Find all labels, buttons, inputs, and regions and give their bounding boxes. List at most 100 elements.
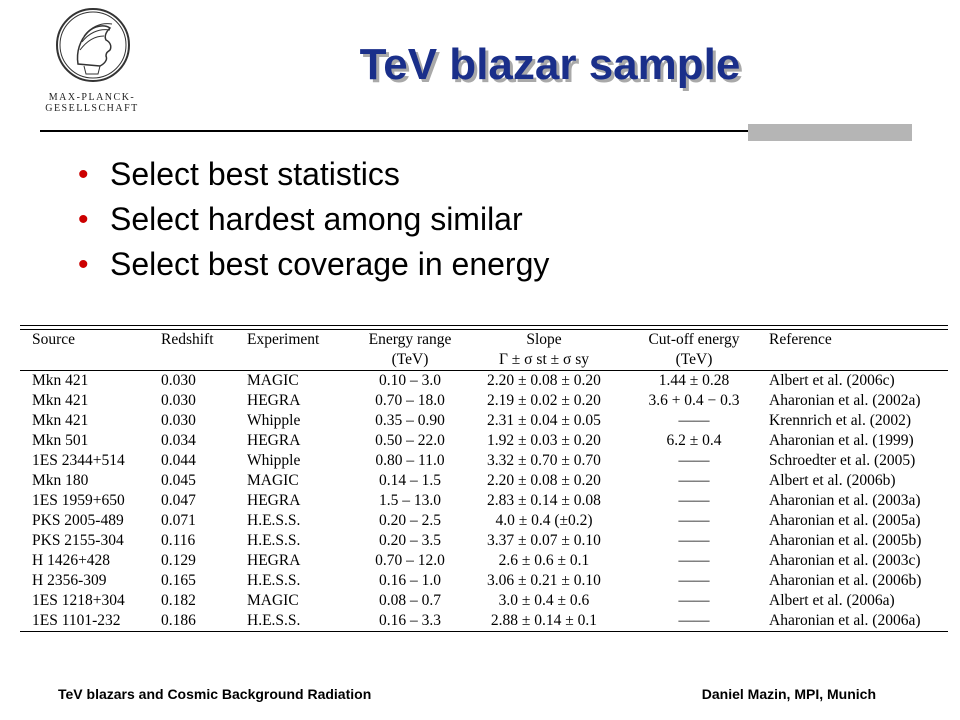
energy-range-cell: 0.16 – 3.3: [351, 611, 469, 632]
column-subheader: Γ ± σ st ± σ sy: [469, 350, 619, 371]
column-header: Slope: [526, 331, 562, 348]
source-cell: H 2356-309: [32, 572, 107, 589]
page-title: TeV blazar sample: [359, 40, 741, 89]
cutoff-cell: ——: [678, 532, 710, 549]
title-rule-accent: [748, 124, 912, 141]
reference-cell: Albert et al. (2006a): [769, 592, 895, 609]
slope-cell: 2.6 ± 0.6 ± 0.1: [498, 552, 590, 569]
column-header: Redshift: [161, 331, 214, 348]
energy-range-cell: 0.20 – 2.5: [379, 512, 441, 529]
energy-range-cell: 0.50 – 22.0: [375, 432, 445, 449]
table-row: H 2356-309 0.165 H.E.S.S. 0.16 – 1.0 3.06 ± …: [20, 571, 948, 591]
footer-talk-title: TeV blazars and Cosmic Background Radiat…: [58, 686, 372, 702]
experiment-cell: HEGRA: [247, 492, 301, 509]
experiment-cell: Whipple: [247, 412, 301, 429]
cutoff-cell: 6.2 ± 0.4: [666, 432, 722, 449]
reference-cell: Albert et al. (2006b): [769, 472, 896, 489]
cutoff-cell: ——: [678, 512, 710, 529]
table-row: Mkn 421 0.030 HEGRA 0.70 – 18.0 2.19 ± 0.02 …: [20, 391, 948, 411]
bullet-text: Select best coverage in energy: [110, 246, 550, 282]
experiment-cell: MAGIC: [247, 372, 299, 389]
reference-cell: Aharonian et al. (2003c): [769, 552, 921, 569]
table-row: Mkn 180 0.045 MAGIC 0.14 – 1.5 2.20 ± 0.08 ±…: [20, 471, 948, 491]
slope-cell: 2.20 ± 0.08 ± 0.20: [487, 472, 601, 489]
table-top-rule-2: [20, 329, 948, 330]
slope-cell: 3.32 ± 0.70 ± 0.70: [487, 452, 601, 469]
source-cell: Mkn 421: [32, 412, 89, 429]
cutoff-cell: ——: [678, 572, 710, 589]
slope-cell: 2.31 ± 0.04 ± 0.05: [487, 412, 601, 429]
source-cell: PKS 2005-489: [32, 512, 124, 529]
table-header-row: Source Redshift Experiment Energy range …: [20, 330, 948, 350]
cutoff-cell: 1.44 ± 0.28: [658, 372, 730, 389]
energy-range-cell: 0.10 – 3.0: [379, 372, 441, 389]
cutoff-cell: 3.6 + 0.4 − 0.3: [648, 392, 740, 409]
energy-range-cell: 0.08 – 0.7: [379, 592, 441, 609]
title-rule: [40, 130, 912, 132]
source-cell: 1ES 1959+650: [32, 492, 125, 509]
table-body: Mkn 421 0.030 MAGIC 0.10 – 3.0 2.20 ± 0.08 ±…: [20, 371, 948, 632]
bullet-item: • Select hardest among similar: [78, 197, 549, 242]
bullet-item: • Select best statistics: [78, 152, 549, 197]
energy-range-cell: 0.16 – 1.0: [379, 572, 441, 589]
redshift-cell: 0.030: [161, 412, 196, 429]
source-cell: Mkn 501: [32, 432, 89, 449]
redshift-cell: 0.047: [161, 492, 196, 509]
source-cell: Mkn 421: [32, 392, 89, 409]
table-row: PKS 2155-304 0.116 H.E.S.S. 0.20 – 3.5 3.37 …: [20, 531, 948, 551]
table-row: PKS 2005-489 0.071 H.E.S.S. 0.20 – 2.5 4.0 ±…: [20, 511, 948, 531]
slope-cell: 2.83 ± 0.14 ± 0.08: [487, 492, 601, 509]
column-subheader: [769, 350, 948, 371]
reference-cell: Aharonian et al. (2002a): [769, 392, 921, 409]
energy-range-cell: 0.14 – 1.5: [379, 472, 441, 489]
energy-range-cell: 0.80 – 11.0: [375, 452, 445, 469]
table-row: Mkn 421 0.030 MAGIC 0.10 – 3.0 2.20 ± 0.08 ±…: [20, 371, 948, 392]
logo-text: MAX-PLANCK-GESELLSCHAFT: [45, 92, 139, 114]
cutoff-cell: ——: [678, 552, 710, 569]
table-row: 1ES 1101-232 0.186 H.E.S.S. 0.16 – 3.3 2.88 …: [20, 611, 948, 632]
redshift-cell: 0.165: [161, 572, 196, 589]
table-top-rule: [20, 325, 948, 326]
table-header-row-units: (TeV) Γ ± σ st ± σ sy (TeV): [20, 350, 948, 371]
footer-author: Daniel Mazin, MPI, Munich: [701, 686, 876, 702]
table-row: 1ES 2344+514 0.044 Whipple 0.80 – 11.0 3.32 …: [20, 451, 948, 471]
experiment-cell: HEGRA: [247, 432, 301, 449]
column-subheader: [161, 350, 247, 371]
energy-range-cell: 1.5 – 13.0: [379, 492, 441, 509]
redshift-cell: 0.044: [161, 452, 196, 469]
reference-cell: Aharonian et al. (2006b): [769, 572, 922, 589]
redshift-cell: 0.129: [161, 552, 196, 569]
bullet-list: • Select best statistics • Select hardest …: [78, 152, 549, 287]
cutoff-cell: ——: [678, 472, 710, 489]
table-row: Mkn 421 0.030 Whipple 0.35 – 0.90 2.31 ± 0.0…: [20, 411, 948, 431]
cutoff-cell: ——: [678, 452, 710, 469]
minerva-head-icon: [56, 8, 130, 82]
energy-range-cell: 0.35 – 0.90: [375, 412, 445, 429]
slope-cell: 4.0 ± 0.4 (±0.2): [495, 512, 593, 529]
slope-cell: 2.20 ± 0.08 ± 0.20: [487, 372, 601, 389]
slope-cell: 1.92 ± 0.03 ± 0.20: [487, 432, 601, 449]
cutoff-cell: ——: [619, 611, 769, 632]
reference-cell: Aharonian et al. (2005a): [769, 512, 921, 529]
bullet-text: Select hardest among similar: [110, 201, 523, 237]
reference-cell: Albert et al. (2006c): [769, 372, 895, 389]
redshift-cell: 0.045: [161, 472, 196, 489]
energy-range-cell: 0.70 – 12.0: [375, 552, 445, 569]
redshift-cell: 0.182: [161, 592, 196, 609]
table-row: H 1426+428 0.129 HEGRA 0.70 – 12.0 2.6 ± 0.6…: [20, 551, 948, 571]
bullet-dot-icon: •: [78, 248, 89, 281]
experiment-cell: H.E.S.S.: [247, 512, 301, 529]
column-subheader: (TeV): [619, 350, 769, 371]
slope-cell: 3.37 ± 0.07 ± 0.10: [487, 532, 601, 549]
column-subheader: [247, 350, 351, 371]
bullet-text: Select best statistics: [110, 156, 400, 192]
experiment-cell: MAGIC: [247, 592, 299, 609]
experiment-cell: HEGRA: [247, 392, 301, 409]
column-header: Energy range: [368, 331, 452, 348]
experiment-cell: H.E.S.S.: [247, 532, 301, 549]
reference-cell: Schroedter et al. (2005): [769, 452, 916, 469]
source-cell: 1ES 1101-232: [20, 611, 161, 632]
redshift-cell: 0.034: [161, 432, 196, 449]
source-cell: Mkn 421: [32, 372, 89, 389]
column-header: Reference: [769, 331, 832, 348]
